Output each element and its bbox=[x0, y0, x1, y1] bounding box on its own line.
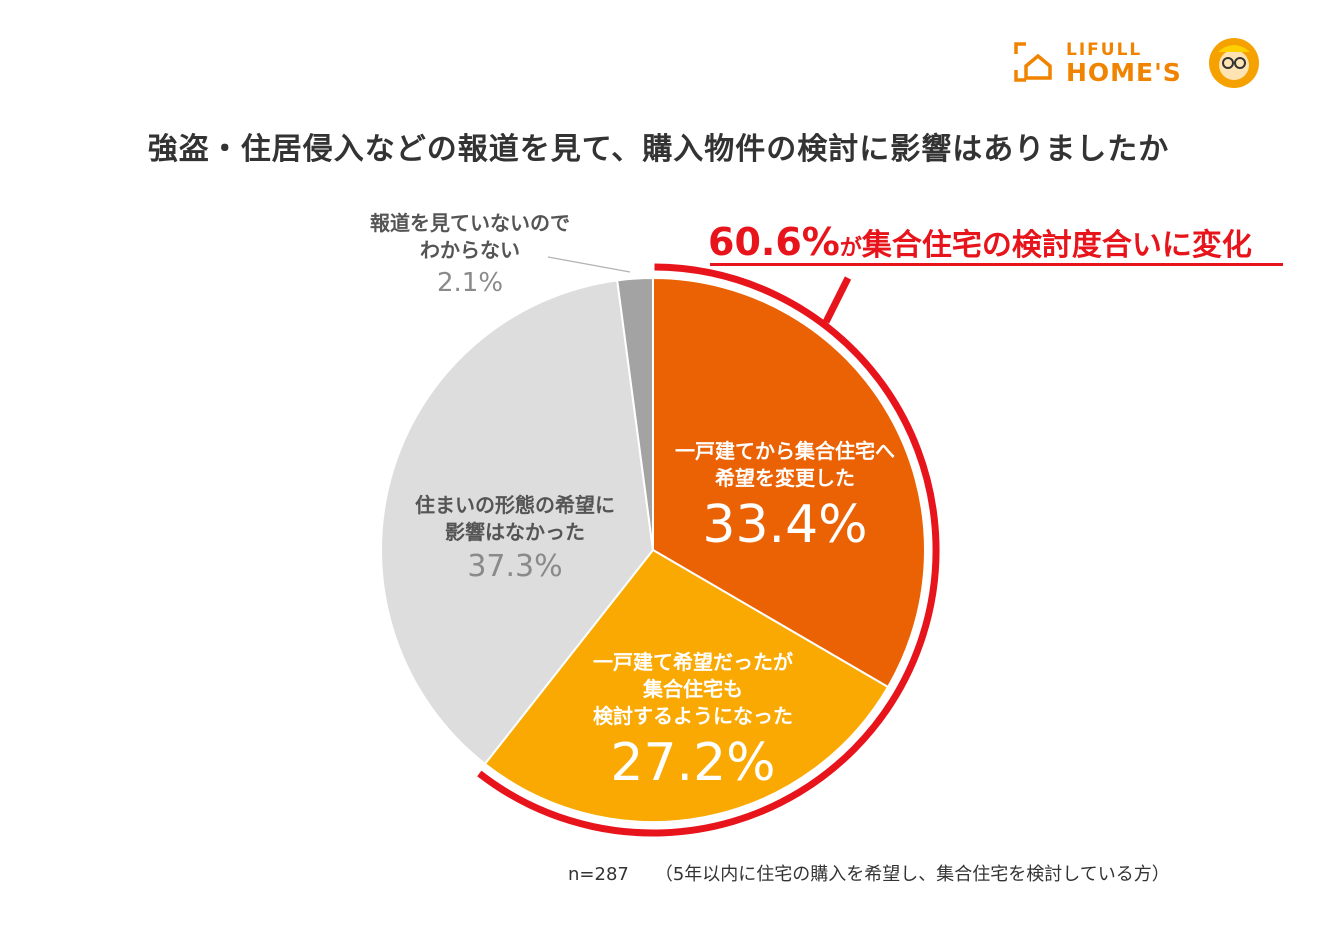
pie-slice-also-considering bbox=[483, 548, 890, 823]
slice-label-also-considering: 一戸建て希望だったが 集合住宅も 検討するようになった 27.2% bbox=[548, 649, 838, 796]
pie-slice-switch-to-condo bbox=[652, 276, 926, 689]
footnote-note: （5年以内に住宅の購入を希望し、集合住宅を検討している方） bbox=[654, 864, 1170, 885]
pie-slices bbox=[380, 276, 926, 823]
slice-value-no-impact: 37.3% bbox=[467, 549, 563, 584]
highlight-callout-line bbox=[822, 276, 852, 324]
highlight-arc bbox=[477, 263, 940, 837]
leader-line-no-info bbox=[547, 256, 631, 273]
logo-mark bbox=[1014, 38, 1259, 88]
slice-label-switch-to-condo: 一戸建てから集合住宅へ 希望を変更した 33.4% bbox=[655, 438, 915, 558]
slice-value-switch-to-condo: 33.4% bbox=[702, 495, 868, 555]
house-frame-icon bbox=[1014, 42, 1052, 82]
slice-label-not-seen: 報道を見ていないので わからない 2.1% bbox=[330, 210, 610, 302]
callout-text: 集合住宅の検討度合いに変化 bbox=[861, 228, 1252, 263]
callout-underline bbox=[710, 263, 1283, 266]
chart-title: 強盗・住居侵入などの報道を見て、購入物件の検討に影響はありましたか bbox=[147, 132, 1170, 167]
highlight-callout: 60.6%が集合住宅の検討度合いに変化 bbox=[708, 220, 1288, 264]
slice-label-no-impact: 住まいの形態の希望に 影響はなかった 37.3% bbox=[385, 492, 645, 588]
lifull-homes-logo: LIFULL HOME'S bbox=[1012, 36, 1262, 92]
footnote: n=287 （5年以内に住宅の購入を希望し、集合住宅を検討している方） bbox=[568, 860, 1170, 886]
logo-text-homes: HOME'S bbox=[1066, 58, 1182, 87]
slice-value-also-considering: 27.2% bbox=[610, 733, 776, 793]
logo-text-lifull: LIFULL bbox=[1066, 40, 1143, 60]
slice-value-not-seen: 2.1% bbox=[436, 268, 504, 298]
pie-slice-not-seen bbox=[616, 276, 654, 551]
sample-size: n=287 bbox=[568, 864, 629, 885]
mascot-icon bbox=[1209, 38, 1259, 88]
pie-slice-no-impact bbox=[380, 279, 655, 766]
callout-percent: 60.6% bbox=[708, 220, 840, 264]
callout-particle: が bbox=[839, 236, 862, 261]
